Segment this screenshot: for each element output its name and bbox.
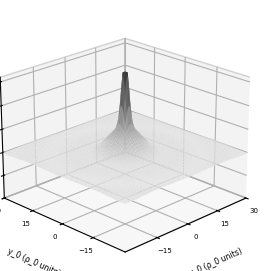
X-axis label: x_0 (ρ_0 units): x_0 (ρ_0 units) xyxy=(188,247,244,271)
Y-axis label: y_0 (ρ_0 units): y_0 (ρ_0 units) xyxy=(6,247,62,271)
